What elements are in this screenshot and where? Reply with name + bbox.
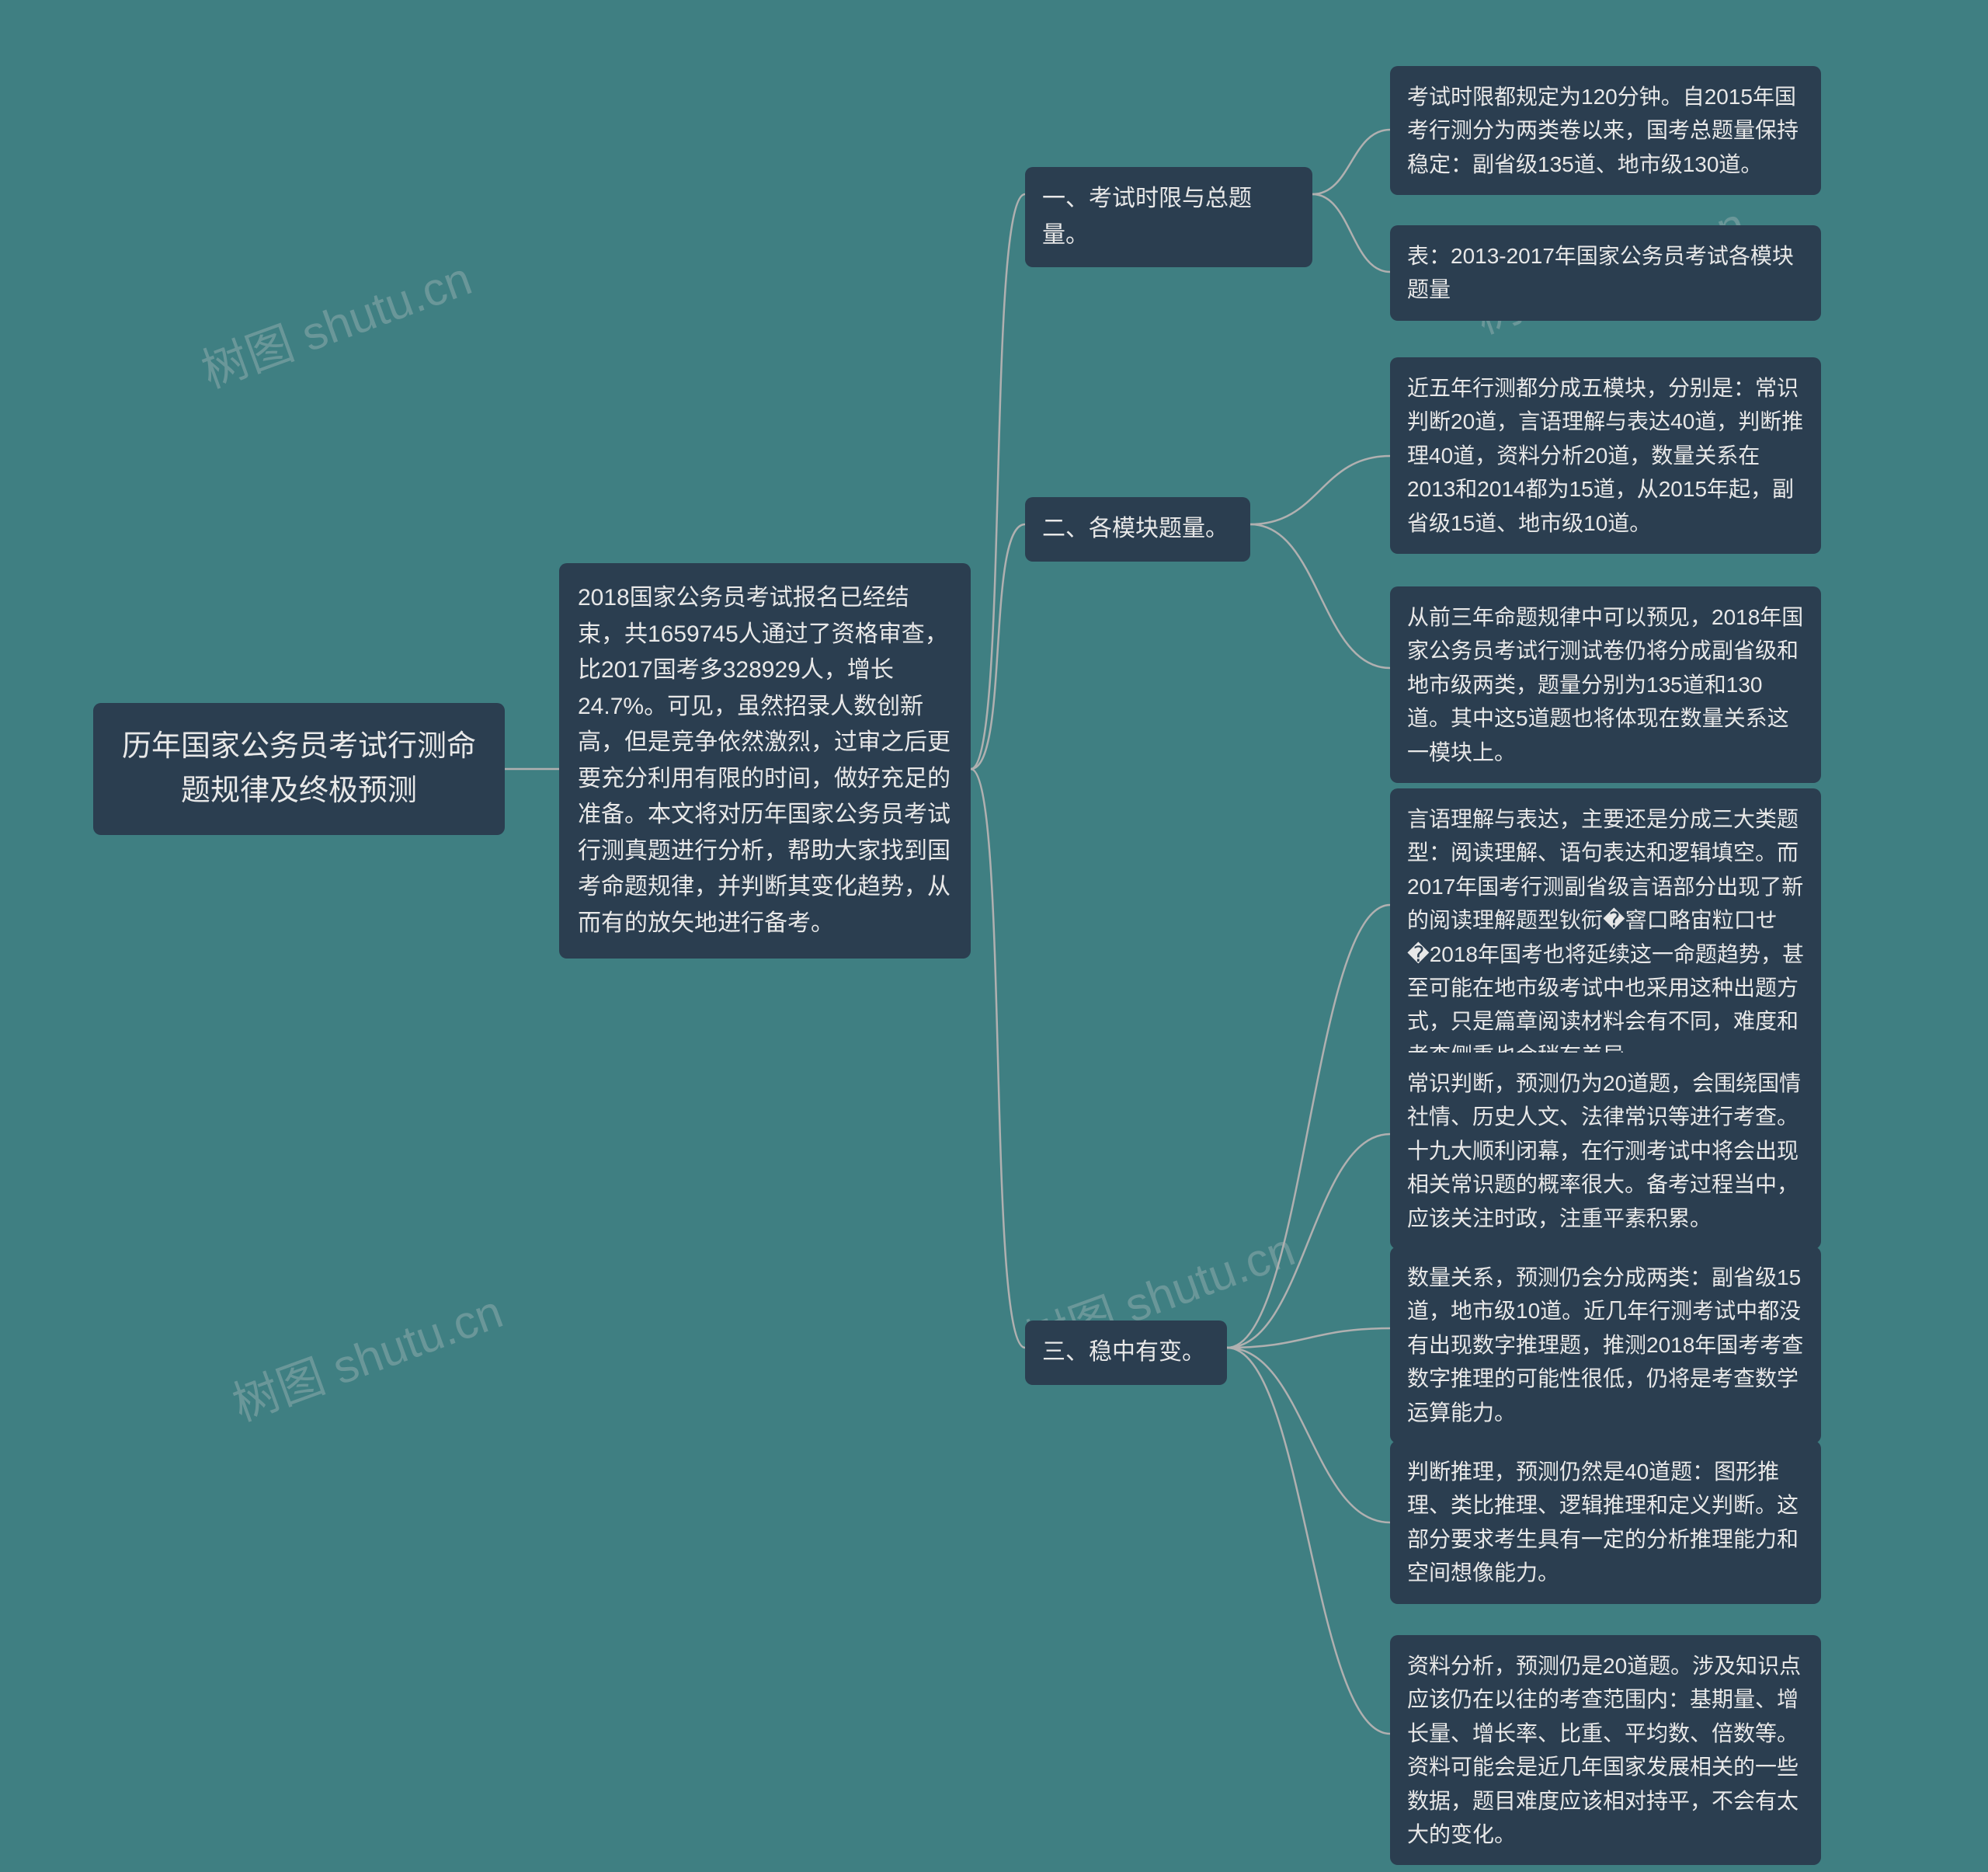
leaf-node: 资料分析，预测仍是20道题。涉及知识点应该仍在以往的考查范围内：基期量、增长量、…: [1390, 1635, 1821, 1865]
leaf-node: 表：2013-2017年国家公务员考试各模块题量: [1390, 225, 1821, 321]
leaf-node: 近五年行测都分成五模块，分别是：常识判断20道，言语理解与表达40道，判断推理4…: [1390, 357, 1821, 554]
leaf-node: 数量关系，预测仍会分成两类：副省级15道，地市级10道。近几年行测考试中都没有出…: [1390, 1247, 1821, 1443]
leaf-text: 考试时限都规定为120分钟。自2015年国考行测分为两类卷以来，国考总题量保持稳…: [1407, 85, 1799, 176]
level1-text: 2018国家公务员考试报名已经结束，共1659745人通过了资格审查，比2017…: [578, 585, 951, 936]
root-text: 历年国家公务员考试行测命题规律及终极预测: [122, 730, 476, 807]
leaf-text: 数量关系，预测仍会分成两类：副省级15道，地市级10道。近几年行测考试中都没有出…: [1407, 1265, 1803, 1425]
branch-node: 一、考试时限与总题量。: [1025, 167, 1312, 267]
leaf-text: 表：2013-2017年国家公务员考试各模块题量: [1407, 244, 1794, 301]
watermark: 树图 shutu.cn: [222, 1274, 510, 1434]
leaf-text: 判断推理，预测仍然是40道题：图形推理、类比推理、逻辑推理和定义判断。这部分要求…: [1407, 1460, 1799, 1585]
leaf-text: 近五年行测都分成五模块，分别是：常识判断20道，言语理解与表达40道，判断推理4…: [1407, 376, 1803, 535]
branch-label: 三、稳中有变。: [1042, 1339, 1205, 1365]
level1-node: 2018国家公务员考试报名已经结束，共1659745人通过了资格审查，比2017…: [559, 563, 971, 959]
leaf-text: 言语理解与表达，主要还是分成三大类题型：阅读理解、语句表达和逻辑填空。而2017…: [1407, 807, 1804, 1067]
leaf-text: 常识判断，预测仍为20道题，会围绕国情社情、历史人文、法律常识等进行考查。十九大…: [1407, 1071, 1801, 1230]
leaf-node: 常识判断，预测仍为20道题，会围绕国情社情、历史人文、法律常识等进行考查。十九大…: [1390, 1053, 1821, 1249]
leaf-node: 考试时限都规定为120分钟。自2015年国考行测分为两类卷以来，国考总题量保持稳…: [1390, 66, 1821, 195]
branch-node: 三、稳中有变。: [1025, 1320, 1227, 1385]
branch-node: 二、各模块题量。: [1025, 497, 1250, 562]
root-node: 历年国家公务员考试行测命题规律及终极预测: [93, 703, 505, 835]
branch-label: 二、各模块题量。: [1042, 516, 1229, 541]
leaf-node: 从前三年命题规律中可以预见，2018年国家公务员考试行测试卷仍将分成副省级和地市…: [1390, 586, 1821, 783]
watermark: 树图 shutu.cn: [191, 241, 479, 401]
leaf-node: 判断推理，预测仍然是40道题：图形推理、类比推理、逻辑推理和定义判断。这部分要求…: [1390, 1441, 1821, 1604]
branch-label: 一、考试时限与总题量。: [1042, 186, 1252, 248]
leaf-text: 从前三年命题规律中可以预见，2018年国家公务员考试行测试卷仍将分成副省级和地市…: [1407, 605, 1803, 764]
leaf-node: 言语理解与表达，主要还是分成三大类题型：阅读理解、语句表达和逻辑填空。而2017…: [1390, 788, 1821, 1086]
leaf-text: 资料分析，预测仍是20道题。涉及知识点应该仍在以往的考查范围内：基期量、增长量、…: [1407, 1654, 1801, 1846]
